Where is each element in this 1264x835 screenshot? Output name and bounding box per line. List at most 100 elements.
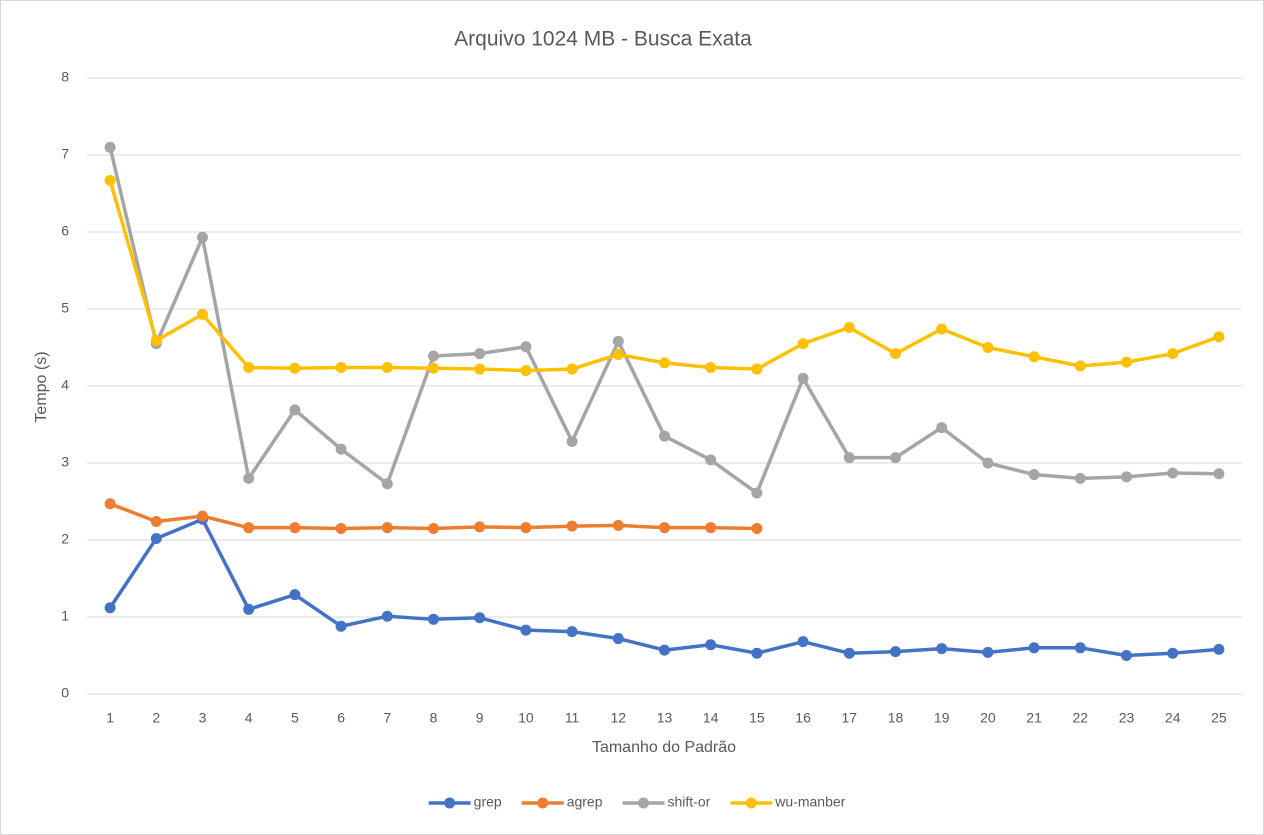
point xyxy=(335,362,347,374)
point xyxy=(150,516,162,528)
point xyxy=(1213,643,1225,655)
x-tick-label: 11 xyxy=(565,710,580,726)
point xyxy=(612,335,624,347)
y-tick-label: 6 xyxy=(61,223,69,239)
point xyxy=(890,452,901,464)
y-axis-label: Tempo (s) xyxy=(33,351,50,422)
point xyxy=(797,372,809,384)
y-tick-label: 7 xyxy=(61,146,69,162)
point xyxy=(197,231,208,243)
chart-title: Arquivo 1024 MB - Busca Exata xyxy=(454,28,752,51)
x-tick-label: 9 xyxy=(476,710,484,726)
point xyxy=(289,404,301,416)
legend-marker xyxy=(537,797,549,809)
legend-marker xyxy=(638,797,650,809)
point xyxy=(612,348,624,360)
point xyxy=(659,430,670,442)
point xyxy=(474,348,486,360)
point xyxy=(474,612,486,624)
point xyxy=(1121,471,1132,483)
point xyxy=(104,141,116,153)
point xyxy=(381,610,393,622)
point xyxy=(1213,331,1225,343)
x-tick-label: 10 xyxy=(518,710,534,726)
point xyxy=(890,646,901,658)
point xyxy=(1213,468,1225,480)
y-tick-label: 5 xyxy=(61,300,69,316)
point xyxy=(1167,647,1179,659)
legend-label: agrep xyxy=(567,794,603,810)
x-tick-label: 14 xyxy=(703,710,719,726)
x-axis-label: Tamanho do Padrão xyxy=(592,739,736,756)
x-tick-label: 16 xyxy=(795,710,811,726)
x-tick-label: 25 xyxy=(1211,710,1227,726)
point xyxy=(982,646,994,658)
x-tick-label: 21 xyxy=(1026,710,1042,726)
point xyxy=(104,498,116,510)
point xyxy=(1074,472,1086,484)
x-tick-label: 19 xyxy=(934,710,950,726)
point xyxy=(843,647,855,659)
point xyxy=(428,350,439,362)
legend-label: grep xyxy=(474,794,502,810)
y-tick-label: 1 xyxy=(61,608,69,624)
point xyxy=(474,363,486,375)
x-tick-label: 1 xyxy=(106,710,114,726)
point xyxy=(335,443,347,455)
legend-label: wu-manber xyxy=(774,794,845,810)
x-tick-label: 17 xyxy=(842,710,858,726)
x-tick-label: 6 xyxy=(337,710,345,726)
legend-marker xyxy=(745,797,757,809)
point xyxy=(936,422,948,434)
x-tick-label: 18 xyxy=(888,710,904,726)
point xyxy=(982,457,994,469)
point xyxy=(428,613,439,625)
point xyxy=(428,522,439,534)
y-tick-label: 4 xyxy=(61,377,69,393)
point xyxy=(1121,356,1132,368)
point xyxy=(381,362,393,374)
point xyxy=(381,522,393,534)
point xyxy=(520,341,532,353)
legend-marker xyxy=(444,797,456,809)
point xyxy=(936,323,948,335)
point xyxy=(1028,469,1040,481)
point xyxy=(612,633,624,645)
y-tick-label: 2 xyxy=(61,531,69,547)
legend-label: shift-or xyxy=(668,794,711,810)
point xyxy=(936,643,948,655)
point xyxy=(243,362,255,374)
point xyxy=(520,624,532,636)
x-tick-label: 8 xyxy=(430,710,438,726)
point xyxy=(566,435,578,447)
point xyxy=(797,338,809,350)
x-tick-label: 7 xyxy=(383,710,391,726)
point xyxy=(705,639,717,651)
point xyxy=(243,522,255,534)
point xyxy=(243,603,255,615)
point xyxy=(150,335,162,347)
point xyxy=(751,522,763,534)
point xyxy=(566,626,578,638)
x-tick-label: 5 xyxy=(291,710,299,726)
point xyxy=(335,522,347,534)
point xyxy=(659,357,670,369)
point xyxy=(381,478,393,490)
point xyxy=(335,620,347,632)
x-tick-label: 4 xyxy=(245,710,253,726)
point xyxy=(705,362,717,374)
point xyxy=(104,602,116,614)
point xyxy=(289,362,301,374)
point xyxy=(566,520,578,532)
point xyxy=(843,321,855,333)
point xyxy=(890,348,901,360)
point xyxy=(243,472,255,484)
point xyxy=(197,308,208,320)
point xyxy=(843,452,855,464)
point xyxy=(612,519,624,531)
point xyxy=(289,589,301,601)
y-tick-label: 8 xyxy=(61,69,69,85)
point xyxy=(520,522,532,534)
